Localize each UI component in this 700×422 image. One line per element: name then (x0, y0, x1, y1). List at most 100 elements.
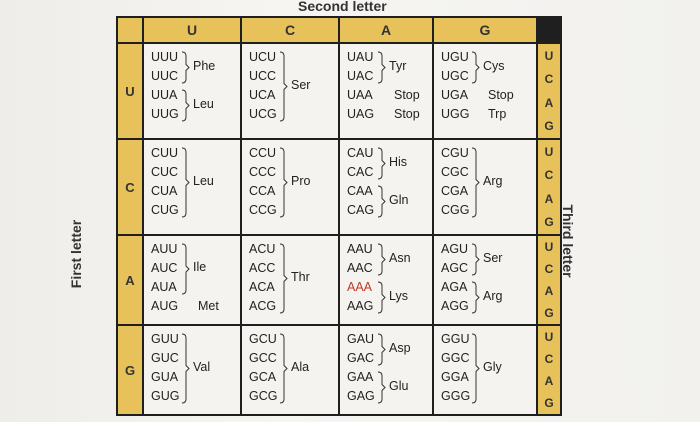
second-letter-title: Second letter (298, 0, 387, 14)
amino-acid-label: Met (198, 299, 219, 313)
second-letter-header: C (242, 18, 338, 42)
codon: CCG (249, 203, 277, 217)
codon: CAU (347, 146, 374, 160)
codon: UGU (441, 50, 469, 64)
third-letter-label: A (544, 95, 554, 110)
codon-cell: GCU GCC GCA GCG Ala (242, 326, 338, 414)
amino-acid-label: Leu (193, 173, 214, 188)
brace (181, 333, 190, 404)
codon: AGU (441, 242, 469, 256)
third-letter-label: U (544, 330, 554, 344)
codon: AUA (151, 280, 177, 294)
third-letter-title: Third letter (560, 204, 576, 278)
third-letter-label: A (544, 374, 554, 388)
brace (279, 333, 288, 404)
amino-acid-label: Ser (291, 77, 311, 92)
amino-acid-label: Ser (483, 250, 503, 265)
brace-layer (279, 333, 288, 404)
codon-cell: CAU CAC CAA CAG His Gln (340, 140, 432, 234)
codon: GAA (347, 370, 374, 384)
first-letter-header: A (118, 236, 142, 324)
codon: GAG (347, 389, 375, 403)
brace (279, 147, 288, 218)
amino-acid-label: Leu (193, 96, 214, 111)
codon: CGU (441, 146, 469, 160)
brace-layer (377, 333, 386, 404)
codon: UUU (151, 50, 179, 64)
amino-acid-label: Pro (291, 173, 311, 188)
third-letter-label: G (544, 215, 554, 230)
codon: CGG (441, 203, 470, 217)
amino-acid-label: Trp (488, 107, 507, 121)
brace-layer (181, 243, 190, 295)
codon-cell: CGU CGC CGA CGG Arg (434, 140, 536, 234)
third-letter-label: G (544, 396, 554, 410)
genetic-code-table: U C A G U U C A G UUU UUC UUA UUG Phe Leu UCU UCC UCA UCG S… (116, 16, 562, 416)
amino-acid-label: Stop (394, 107, 420, 121)
third-letter-label: U (544, 144, 554, 159)
amino-acid-label: Ala (291, 359, 310, 374)
first-letter-title: First letter (68, 219, 84, 289)
brace (377, 333, 386, 366)
codon-cell: UUU UUC UUA UUG Phe Leu (144, 44, 240, 138)
brace (377, 281, 386, 314)
brace-layer (279, 243, 288, 314)
amino-acid-label: Gly (483, 359, 502, 374)
codon-cell: UAU UAC UAA UAG Tyr Stop Stop (340, 44, 432, 138)
codon: AGC (441, 261, 469, 275)
codon: UCG (249, 107, 277, 121)
codon: GAU (347, 332, 375, 346)
amino-acid-label: Lys (389, 288, 408, 303)
codon: GAC (347, 351, 375, 365)
brace (471, 281, 480, 314)
codon: GGG (441, 389, 471, 403)
brace-layer (471, 51, 480, 84)
brace (181, 89, 190, 122)
amino-acid-label: Arg (483, 173, 503, 188)
codon: ACU (249, 242, 276, 256)
codon-cell: AUU AUC AUA AUG Ile Met (144, 236, 240, 324)
third-letter-label: G (544, 119, 554, 134)
codon: AAA (347, 280, 373, 294)
codon: CUA (151, 184, 178, 198)
amino-acid-label: Ile (193, 260, 207, 274)
codon: GGA (441, 370, 469, 384)
codon: UCA (249, 88, 276, 102)
codon-cell: CUU CUC CUA CUG Leu (144, 140, 240, 234)
third-letter-label: U (544, 240, 554, 254)
codon: CUC (151, 165, 179, 179)
codon: UAG (347, 107, 375, 121)
amino-acid-label: Stop (394, 88, 420, 102)
codon: GCC (249, 351, 277, 365)
third-letter-label: A (544, 191, 554, 206)
amino-acid-label: Glu (389, 378, 409, 393)
first-letter-header: C (118, 140, 142, 234)
codon: CCC (249, 165, 277, 179)
brace (279, 243, 288, 314)
amino-acid-label: Cys (483, 58, 505, 73)
codon: CUU (151, 146, 179, 160)
codon: GUU (151, 332, 179, 346)
codon-cell: UCU UCC UCA UCG Ser (242, 44, 338, 138)
second-letter-header: G (434, 18, 536, 42)
amino-acid-label: Stop (488, 88, 514, 102)
codon: CAC (347, 165, 374, 179)
amino-acid-label: Val (193, 359, 211, 374)
codon-cell: AAU AAC AAA AAG Asn Lys (340, 236, 432, 324)
codon: UGG (441, 107, 470, 121)
second-letter-header: U (144, 18, 240, 42)
codon: GGC (441, 351, 470, 365)
codon: UGA (441, 88, 469, 102)
codon: AAG (347, 299, 374, 313)
codon: AUU (151, 242, 178, 256)
brace (471, 333, 480, 404)
codon-cell: ACU ACC ACA ACG Thr (242, 236, 338, 324)
amino-acid-label: Gln (389, 192, 409, 207)
brace (471, 147, 480, 218)
codon-cell: AGU AGC AGA AGG Ser Arg (434, 236, 536, 324)
second-letter-header: A (340, 18, 432, 42)
